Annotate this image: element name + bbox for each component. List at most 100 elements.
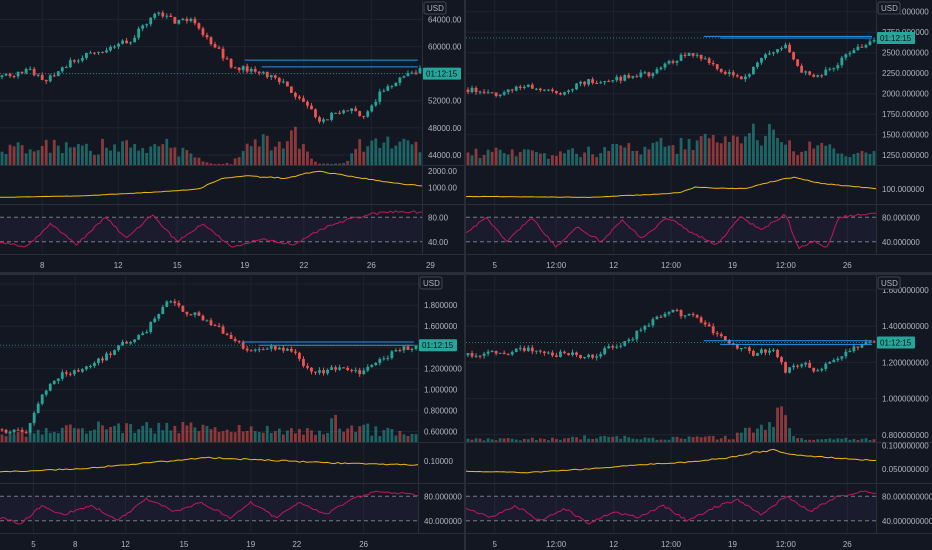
candle-body xyxy=(149,322,153,333)
volume-bar xyxy=(289,130,293,165)
candle-body xyxy=(478,91,482,93)
candle-body xyxy=(796,365,800,367)
candle-body xyxy=(627,339,631,342)
volume-bar xyxy=(338,163,342,165)
volume-bar xyxy=(193,427,197,442)
oscillator-line xyxy=(466,490,876,525)
candle-body xyxy=(56,378,60,381)
volume-bar xyxy=(772,427,775,442)
volume-bar xyxy=(133,432,137,442)
volume-bar xyxy=(398,430,402,442)
candle-body xyxy=(514,348,518,352)
candle-body xyxy=(534,350,538,352)
candle-body xyxy=(382,358,386,360)
volume-bar xyxy=(526,149,530,165)
volume-bar xyxy=(518,151,522,165)
candle-body xyxy=(161,12,165,17)
chart-panel-top-left[interactable]: 64000.0060000.0056000.0052000.0048000.00… xyxy=(0,0,464,272)
candle-body xyxy=(8,73,12,77)
volume-bar xyxy=(792,151,796,165)
volume-group xyxy=(0,126,422,165)
volume-bar xyxy=(563,438,566,442)
volume-bar xyxy=(370,140,374,165)
candle-body xyxy=(68,60,72,68)
candle-body xyxy=(506,89,510,93)
volume-bar xyxy=(768,123,771,165)
time-tick-label: 26 xyxy=(843,261,852,270)
time-tick-label: 8 xyxy=(40,261,45,270)
candle-body xyxy=(723,71,727,74)
volume-bar xyxy=(157,146,161,165)
candle-body xyxy=(314,371,317,373)
candle-body xyxy=(800,364,804,367)
candle-body xyxy=(615,76,619,81)
volume-bar xyxy=(330,418,333,442)
volume-bar xyxy=(129,147,133,165)
oscillator-tick-label: 40.000000 xyxy=(882,238,920,247)
volume-bar xyxy=(490,439,494,442)
volume-bar xyxy=(318,430,321,442)
volume-bar xyxy=(68,147,72,165)
candle-body xyxy=(277,347,281,350)
volume-bar xyxy=(326,163,329,165)
volume-bar xyxy=(97,421,100,442)
chart-panel-bottom-left[interactable]: 1.8000001.6000001.4000001.20000001.00000… xyxy=(0,275,464,550)
candle-body xyxy=(872,341,876,343)
volume-bar xyxy=(213,164,217,165)
volume-bar xyxy=(756,140,759,165)
candle-body xyxy=(326,369,329,374)
volume-bar xyxy=(302,143,305,165)
candle-body xyxy=(812,74,816,77)
volume-bar xyxy=(245,430,249,442)
candle-body xyxy=(852,50,856,54)
price-tick-label: 1.200000000 xyxy=(882,358,929,367)
candle-body xyxy=(129,342,133,344)
volume-bar xyxy=(354,431,358,442)
candle-body xyxy=(105,50,108,53)
candle-body xyxy=(776,49,779,53)
volume-bar xyxy=(619,438,623,442)
price-tick-label: 2000.000000 xyxy=(882,90,929,99)
candle-body xyxy=(169,301,173,303)
volume-bar xyxy=(579,157,582,165)
time-tick-label: 12:00 xyxy=(776,261,797,270)
volume-bar xyxy=(466,438,470,442)
panel-divider-horizontal[interactable] xyxy=(0,272,932,275)
volume-bar xyxy=(406,140,410,165)
candle-body xyxy=(193,312,197,315)
candle-body xyxy=(181,18,185,21)
countdown-badge xyxy=(877,31,915,44)
candle-body xyxy=(603,81,607,83)
volume-bar xyxy=(743,136,747,165)
candle-body xyxy=(760,349,763,354)
volume-bar xyxy=(498,149,502,165)
volume-bar xyxy=(281,434,285,442)
panel-divider-vertical[interactable] xyxy=(464,0,466,550)
volume-bar xyxy=(52,431,56,442)
chart-panel-bottom-right[interactable]: 1.600000000 1.400000000 1.200000000 1.00000… xyxy=(466,275,932,550)
time-tick-label: 15 xyxy=(173,261,182,270)
time-tick-label: 29 xyxy=(426,261,435,270)
volume-bar xyxy=(32,433,36,442)
chart-panel-top-right[interactable]: 3000.0000002750.0000002500.0000002250.00… xyxy=(466,0,932,272)
volume-bar xyxy=(229,431,233,442)
volume-bar xyxy=(165,422,169,442)
volume-bar xyxy=(691,150,695,165)
volume-bar xyxy=(651,142,655,165)
volume-bar xyxy=(707,138,711,165)
candle-body xyxy=(281,347,285,351)
candle-body xyxy=(687,53,691,56)
currency-label-box xyxy=(877,276,901,290)
volume-bar xyxy=(48,432,52,442)
candle-body xyxy=(840,356,844,359)
candle-body xyxy=(394,82,398,87)
volume-bar xyxy=(338,428,342,442)
candle-body xyxy=(599,82,603,84)
candle-body xyxy=(711,63,715,65)
candle-body xyxy=(28,423,32,433)
volume-bar xyxy=(627,142,631,165)
candle-body xyxy=(293,92,297,97)
indicator-line xyxy=(466,176,877,199)
volume-bar xyxy=(546,158,550,165)
volume-bar xyxy=(257,431,261,442)
